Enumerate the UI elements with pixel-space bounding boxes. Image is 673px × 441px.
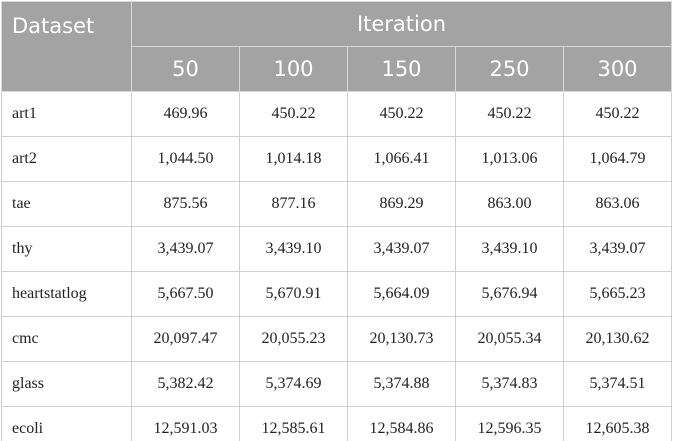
cell-value: 5,374.88 [347, 361, 456, 407]
dataset-header: Dataset [1, 1, 132, 92]
cell-value: 12,591.03 [131, 406, 240, 441]
dataset-name: cmc [1, 316, 132, 362]
cell-value: 3,439.10 [455, 226, 564, 272]
table-row: art1 469.96 450.22 450.22 450.22 450.22 [1, 91, 672, 137]
cell-value: 3,439.07 [347, 226, 456, 272]
dataset-name: tae [1, 181, 132, 227]
cell-value: 5,374.51 [563, 361, 672, 407]
cell-value: 5,665.23 [563, 271, 672, 317]
cell-value: 1,013.06 [455, 136, 564, 182]
table-row: heartstatlog 5,667.50 5,670.91 5,664.09 5,67… [1, 271, 672, 317]
cell-value: 450.22 [347, 91, 456, 137]
cell-value: 869.29 [347, 181, 456, 227]
cell-value: 875.56 [131, 181, 240, 227]
iteration-label: 300 [563, 46, 672, 92]
cell-value: 3,439.07 [563, 226, 672, 272]
table-row: cmc 20,097.47 20,055.23 20,130.73 20,055.34 2… [1, 316, 672, 362]
cell-value: 1,064.79 [563, 136, 672, 182]
cell-value: 20,130.62 [563, 316, 672, 362]
cell-value: 1,044.50 [131, 136, 240, 182]
dataset-name: art2 [1, 136, 132, 182]
cell-value: 5,382.42 [131, 361, 240, 407]
cell-value: 20,097.47 [131, 316, 240, 362]
dataset-name: glass [1, 361, 132, 407]
iteration-label: 150 [347, 46, 456, 92]
table-row: glass 5,382.42 5,374.69 5,374.88 5,374.83 5,3… [1, 361, 672, 407]
cell-value: 5,664.09 [347, 271, 456, 317]
header-row: Dataset Iteration [1, 1, 672, 92]
cell-value: 450.22 [239, 91, 348, 137]
cell-value: 1,014.18 [239, 136, 348, 182]
table-row: tae 875.56 877.16 869.29 863.00 863.06 [1, 181, 672, 227]
cell-value: 20,130.73 [347, 316, 456, 362]
cell-value: 5,670.91 [239, 271, 348, 317]
cell-value: 450.22 [455, 91, 564, 137]
iteration-header: Iteration [131, 1, 672, 47]
cell-value: 20,055.34 [455, 316, 564, 362]
cell-value: 450.22 [563, 91, 672, 137]
cell-value: 20,055.23 [239, 316, 348, 362]
iteration-label: 50 [131, 46, 240, 92]
cell-value: 5,667.50 [131, 271, 240, 317]
cell-value: 3,439.07 [131, 226, 240, 272]
cell-value: 863.06 [563, 181, 672, 227]
table-body: art1 469.96 450.22 450.22 450.22 450.22 art2 1,… [1, 91, 672, 441]
cell-value: 863.00 [455, 181, 564, 227]
table-header: Dataset Iteration 50 100 150 250 300 [1, 1, 672, 92]
table-row: art2 1,044.50 1,014.18 1,066.41 1,013.06 1,06… [1, 136, 672, 182]
iteration-label: 250 [455, 46, 564, 92]
cell-value: 5,374.83 [455, 361, 564, 407]
cell-value: 12,605.38 [563, 406, 672, 441]
dataset-name: ecoli [1, 406, 132, 441]
cell-value: 5,374.69 [239, 361, 348, 407]
cell-value: 469.96 [131, 91, 240, 137]
cell-value: 12,596.35 [455, 406, 564, 441]
dataset-name: heartstatlog [1, 271, 132, 317]
cell-value: 1,066.41 [347, 136, 456, 182]
iteration-label: 100 [239, 46, 348, 92]
cell-value: 3,439.10 [239, 226, 348, 272]
cell-value: 12,585.61 [239, 406, 348, 441]
table-row: ecoli 12,591.03 12,585.61 12,584.86 12,596.3… [1, 406, 672, 441]
table-row: thy 3,439.07 3,439.10 3,439.07 3,439.10 3,439… [1, 226, 672, 272]
cell-value: 877.16 [239, 181, 348, 227]
cell-value: 5,676.94 [455, 271, 564, 317]
dataset-name: art1 [1, 91, 132, 137]
dataset-name: thy [1, 226, 132, 272]
cell-value: 12,584.86 [347, 406, 456, 441]
header-row: 50 100 150 250 300 [2, 46, 672, 92]
